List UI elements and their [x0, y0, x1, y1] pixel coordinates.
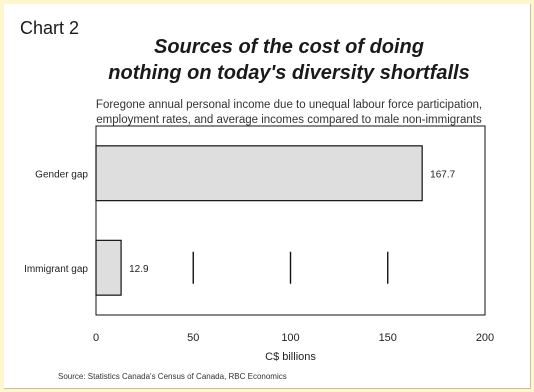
- chart-title-line-2: nothing on today's diversity shortfalls: [108, 62, 470, 84]
- source-note: Source: Statistics Canada's Census of Ca…: [58, 372, 287, 381]
- bar-immigrant-gap: [95, 239, 122, 296]
- category-label: Immigrant gap: [24, 264, 88, 275]
- chart-number: Chart 2: [20, 18, 80, 38]
- chart-title-line-1: Sources of the cost of doing: [153, 36, 424, 58]
- x-tick-label: 200: [476, 332, 494, 344]
- category-label: Gender gap: [35, 169, 88, 180]
- chart-subtitle-line-2: employment rates, and average incomes co…: [96, 114, 482, 126]
- chart-subtitle-line-1: Foregone annual personal income due to u…: [95, 99, 483, 111]
- x-tick-label: 50: [187, 332, 199, 344]
- x-tick-label: 100: [281, 332, 299, 344]
- bar-gender-gap: [95, 145, 423, 202]
- x-axis-label: C$ billions: [265, 351, 316, 363]
- data-label: 12.9: [129, 264, 149, 275]
- data-label: 167.7: [430, 169, 455, 180]
- x-tick-label: 0: [93, 332, 99, 344]
- x-tick-label: 150: [379, 332, 397, 344]
- chart-title: Sources of the cost of doing nothing on …: [74, 34, 504, 86]
- chart-subtitle: Foregone annual personal income due to u…: [74, 98, 504, 128]
